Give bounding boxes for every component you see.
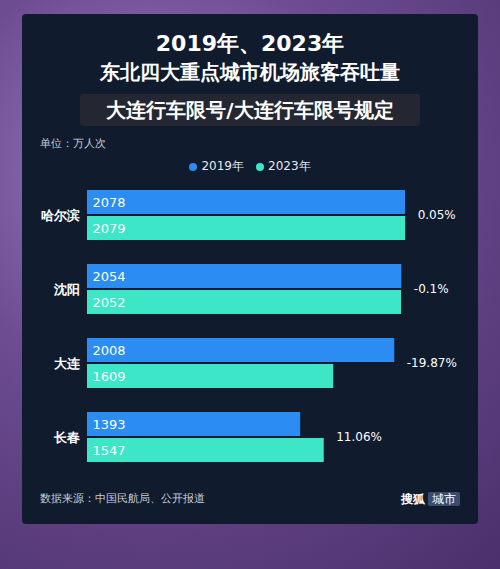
svg-text:11.06%: 11.06%: [336, 430, 382, 444]
html-text:大连行车限号/大连行车限号规定: 大连行车限号/大连行车限号规定: [106, 98, 394, 122]
svg-text:1547: 1547: [93, 443, 126, 458]
svg-text:2054: 2054: [93, 269, 126, 284]
svg-text:2078: 2078: [93, 195, 126, 210]
svg-text:哈尔滨: 哈尔滨: [41, 208, 80, 223]
svg-text:2079: 2079: [93, 221, 126, 236]
svg-text:0.05%: 0.05%: [418, 208, 456, 222]
svg-text:-19.87%: -19.87%: [407, 356, 457, 370]
html-text:2023年: 2023年: [268, 159, 311, 173]
html-text:单位：万人次: 单位：万人次: [40, 137, 106, 150]
html-text:搜狐: 搜狐: [401, 492, 425, 506]
html-text:城市: 城市: [432, 492, 456, 506]
svg-text:沈阳: 沈阳: [53, 282, 80, 297]
svg-text:1609: 1609: [93, 369, 126, 384]
svg-text:2008: 2008: [93, 343, 126, 358]
html-text:2019年、2023年: 2019年、2023年: [155, 31, 345, 56]
html-text:2019年: 2019年: [201, 159, 244, 173]
svg-text:长春: 长春: [53, 430, 80, 445]
html-text:数据来源：中国民航局、公开报道: 数据来源：中国民航局、公开报道: [40, 492, 205, 505]
svg-text:大连: 大连: [54, 356, 81, 371]
svg-text:-0.1%: -0.1%: [414, 282, 449, 296]
svg-text:2052: 2052: [93, 295, 126, 310]
svg-text:1393: 1393: [93, 417, 126, 432]
html-text:东北四大重点城市机场旅客吞吐量: 东北四大重点城市机场旅客吞吐量: [100, 60, 400, 84]
